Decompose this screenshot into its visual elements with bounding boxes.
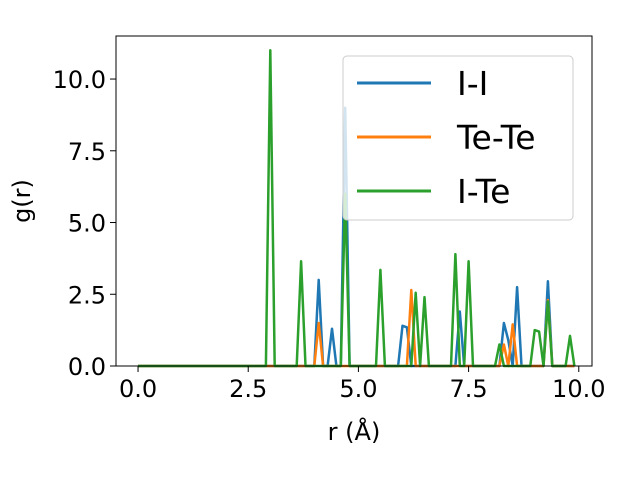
- legend-label-i-te: I-Te: [457, 172, 510, 211]
- x-axis-label: r (Å): [328, 417, 381, 446]
- y-tick-label: 7.5: [68, 138, 106, 166]
- y-axis-label: g(r): [8, 179, 36, 223]
- y-tick-label: 0.0: [68, 353, 106, 381]
- legend-label-te-te: Te-Te: [456, 118, 536, 157]
- legend: I-I Te-Te I-Te: [342, 55, 574, 221]
- x-tick-label: 2.5: [229, 375, 267, 403]
- x-axis-ticks: 0.0 2.5 5.0 7.5 10.0: [119, 366, 605, 403]
- legend-items: I-I Te-Te I-Te: [357, 64, 536, 211]
- x-tick-label: 5.0: [339, 375, 377, 403]
- legend-label-i-i: I-I: [457, 64, 488, 103]
- legend-box: [342, 55, 574, 221]
- x-tick-label: 7.5: [450, 375, 488, 403]
- plot-frame: [115, 35, 593, 367]
- y-axis-ticks: 0.0 2.5 5.0 7.5 10.0: [53, 66, 116, 381]
- y-tick-label: 2.5: [68, 281, 106, 309]
- x-tick-label: 10.0: [552, 375, 605, 403]
- y-tick-label: 10.0: [53, 66, 106, 94]
- x-tick-label: 0.0: [119, 375, 157, 403]
- y-tick-label: 5.0: [68, 210, 106, 238]
